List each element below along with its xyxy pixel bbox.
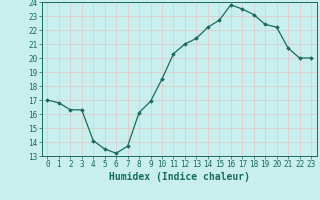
X-axis label: Humidex (Indice chaleur): Humidex (Indice chaleur) <box>109 172 250 182</box>
